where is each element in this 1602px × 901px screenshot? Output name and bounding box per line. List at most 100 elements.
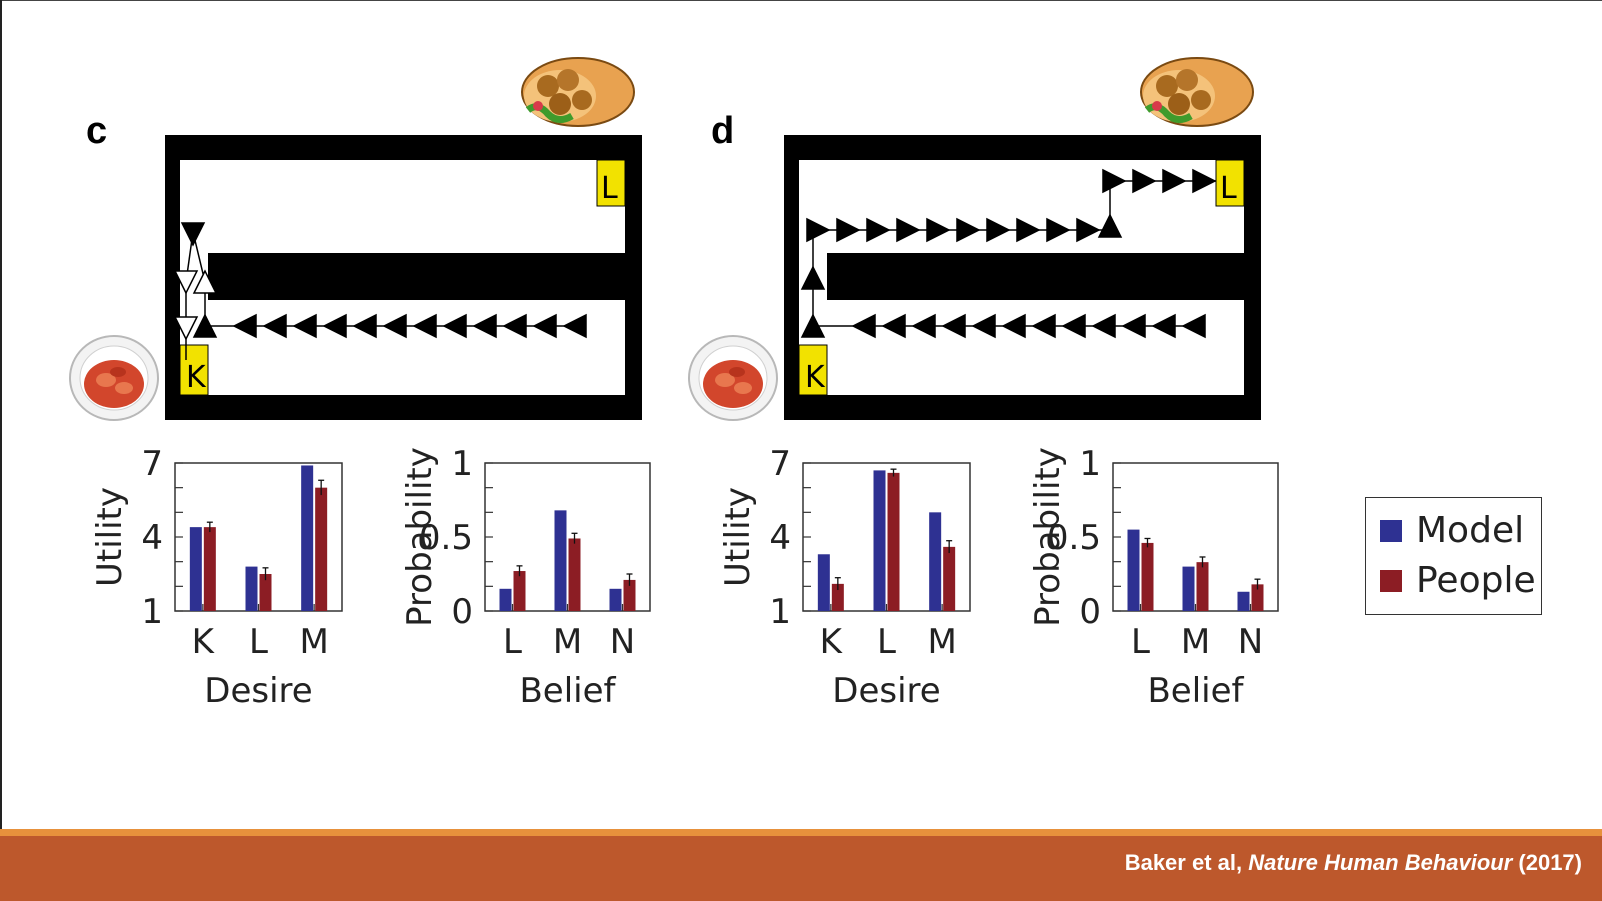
bar-people-K	[831, 583, 844, 611]
path-step-marker	[1016, 217, 1041, 243]
path-step-marker	[800, 313, 826, 338]
path-step-marker	[986, 217, 1011, 243]
path-step-marker	[232, 313, 257, 339]
footer-bar	[0, 836, 1602, 901]
bar-people-L	[259, 574, 272, 611]
path-step-marker	[1192, 168, 1217, 194]
y-tick-label: 7	[141, 444, 163, 484]
maze-c-cell-l-label: L	[601, 171, 618, 206]
citation: Baker et al, Nature Human Behaviour (201…	[1125, 850, 1582, 876]
chart-c-desire: 1 4 7 K L M Desire Utility	[90, 444, 343, 711]
kimchi-bowl-icon	[69, 335, 159, 421]
x-axis-title: Belief	[519, 671, 616, 711]
y-tick-label: 1	[141, 592, 163, 632]
path-step-marker	[502, 313, 527, 339]
y-tick-label: 7	[769, 444, 791, 484]
x-tick-label: L	[503, 622, 522, 662]
maze-c: K L	[165, 135, 642, 420]
path-step-marker	[412, 313, 437, 339]
path-step-marker	[836, 217, 861, 243]
y-tick-label: 1	[451, 444, 473, 484]
bar-model-M	[929, 512, 942, 611]
path-step-marker	[806, 217, 831, 243]
y-tick-label: 4	[769, 518, 791, 558]
y-tick-label: 1	[769, 592, 791, 632]
legend-item-model: Model	[1380, 510, 1524, 551]
path-step-marker	[562, 313, 587, 339]
maze-c-upper-corridor	[180, 160, 625, 253]
y-tick-label: 4	[141, 518, 163, 558]
y-axis-title: Utility	[90, 487, 130, 587]
x-tick-label: M	[927, 622, 956, 662]
path-step-marker	[1046, 217, 1071, 243]
x-tick-label: N	[1238, 622, 1263, 662]
path-step-marker	[442, 313, 467, 339]
slide-top-border	[0, 0, 1602, 1]
bar-people-L	[1141, 542, 1154, 611]
path-step-marker	[1102, 168, 1127, 194]
path-step-marker	[956, 217, 981, 243]
x-tick-label: M	[299, 622, 328, 662]
path-step-marker	[926, 217, 951, 243]
maze-c-cell-l	[596, 159, 626, 207]
x-axis-title: Desire	[832, 671, 940, 711]
maze-d-cell-k	[798, 344, 828, 396]
path-step-marker	[262, 313, 287, 339]
bar-model-L	[1127, 529, 1140, 611]
bar-people-M	[1196, 562, 1209, 611]
y-tick-label: 1	[1079, 444, 1101, 484]
path-step-marker	[173, 270, 199, 295]
legend-label-people: People	[1416, 560, 1536, 601]
path-step-marker	[192, 313, 218, 338]
path-step-marker	[1076, 217, 1101, 243]
chart-c-belief: 0 0.5 1 L M N Belief Probability	[400, 444, 651, 711]
bar-people-M	[943, 546, 956, 611]
chart-d-desire: 1 4 7 K L M Desire Utility	[718, 444, 971, 711]
x-axis-title: Belief	[1147, 671, 1244, 711]
y-tick-label: 0.5	[419, 518, 473, 558]
path-step-marker	[971, 313, 996, 339]
path-step-marker	[1001, 313, 1026, 339]
path-step-marker	[180, 222, 206, 247]
maze-d-cell-k-label: K	[805, 360, 826, 395]
maze-d-cell-l-label: L	[1220, 171, 1237, 206]
bar-model-L	[499, 588, 512, 611]
x-tick-label: K	[820, 622, 844, 662]
bar-people-L	[887, 472, 900, 611]
path-step-marker	[1151, 313, 1176, 339]
bar-model-N	[1237, 591, 1250, 611]
kimchi-bowl-icon	[688, 335, 778, 421]
x-tick-label: L	[1131, 622, 1150, 662]
bar-people-K	[203, 527, 216, 611]
citation-authors: Baker et al,	[1124, 850, 1249, 875]
path-step-marker	[1162, 168, 1187, 194]
bar-model-L	[873, 470, 886, 611]
path-step-marker	[1091, 313, 1116, 339]
citation-journal: Nature Human Behaviour	[1248, 850, 1513, 875]
path-step-marker	[352, 313, 377, 339]
path-step-marker	[896, 217, 921, 243]
maze-c-lower-corridor	[180, 300, 625, 395]
legend-swatch-people	[1380, 569, 1402, 592]
path-step-marker	[292, 313, 317, 339]
x-tick-label: N	[610, 622, 635, 662]
bar-model-L	[245, 566, 258, 611]
legend-item-people: People	[1380, 560, 1536, 601]
maze-c-cell-k	[179, 344, 209, 396]
path-step-marker	[173, 316, 199, 341]
y-axis-title: Utility	[718, 487, 758, 587]
falafel-wrap-icon	[1140, 57, 1254, 127]
path-step-marker	[1132, 168, 1157, 194]
bar-model-K	[817, 554, 830, 611]
legend-label-model: Model	[1416, 510, 1525, 551]
path-step-marker	[911, 313, 936, 339]
path-step-marker	[1061, 313, 1086, 339]
bar-people-N	[1251, 584, 1264, 611]
maze-d: K L	[784, 135, 1261, 420]
footer-accent-line	[0, 829, 1602, 836]
bar-model-K	[189, 527, 202, 611]
x-axis-title: Desire	[204, 671, 312, 711]
y-tick-label: 0	[1079, 592, 1101, 632]
bar-people-L	[513, 571, 526, 611]
